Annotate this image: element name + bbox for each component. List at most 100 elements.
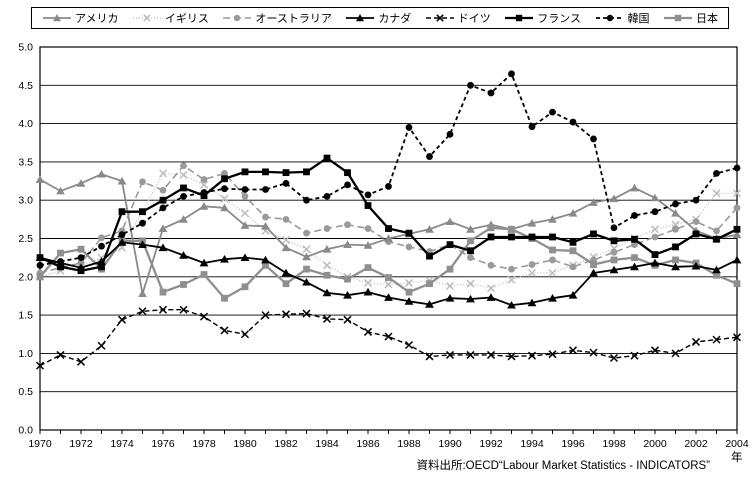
korea-marker — [549, 108, 556, 116]
y-axis-tick-label: 3.5 — [18, 156, 33, 168]
france-marker — [528, 233, 536, 241]
usa-marker — [343, 240, 352, 249]
uk-marker — [404, 278, 414, 287]
france-marker — [692, 230, 700, 238]
usa-marker — [281, 243, 291, 252]
uk-marker — [466, 279, 475, 288]
legend-item-germany: ドイツ — [425, 10, 491, 26]
usa-marker — [630, 183, 639, 192]
uk-legend-marker-icon — [132, 14, 161, 22]
x-axis-unit-label: 年 — [731, 452, 743, 464]
japan-marker — [610, 256, 618, 264]
germany-marker — [240, 330, 250, 339]
japan-marker — [405, 288, 413, 296]
germany-marker — [425, 352, 434, 361]
legend: アメリカ イギリス オーストラリア カナダ ドイツ フランス 韓国 日本 — [31, 7, 729, 29]
germany-marker — [97, 341, 106, 350]
canada-marker — [548, 294, 557, 302]
korea-marker — [590, 135, 597, 143]
korea-marker — [651, 208, 659, 216]
uk-marker — [220, 194, 229, 203]
korea-marker — [221, 185, 228, 193]
uk-marker — [179, 170, 188, 179]
germany-marker — [158, 305, 168, 314]
japan-marker — [426, 280, 433, 288]
australia-marker — [487, 261, 495, 269]
usa-marker — [240, 221, 250, 229]
canada-marker — [609, 265, 619, 274]
canada-marker — [712, 265, 721, 274]
x-axis-tick-label: 1996 — [561, 438, 585, 450]
france-marker — [610, 237, 618, 245]
korea-marker — [180, 192, 187, 200]
uk-marker — [507, 275, 516, 284]
usa-marker — [671, 209, 680, 217]
uk-marker — [486, 284, 496, 293]
usa-marker — [302, 252, 311, 261]
korea-marker — [385, 183, 392, 190]
france-marker — [323, 154, 331, 162]
uk-marker — [548, 268, 557, 278]
korea-marker — [118, 231, 126, 239]
usa-marker — [568, 209, 578, 217]
france-marker — [36, 254, 44, 262]
australia-marker — [241, 192, 249, 200]
x-axis-tick-label: 1986 — [356, 438, 380, 450]
uk-marker — [445, 281, 455, 291]
australia-marker — [508, 265, 515, 273]
germany-marker — [630, 351, 639, 360]
australia-marker — [713, 227, 720, 235]
germany-marker — [363, 327, 373, 336]
australia-marker — [221, 169, 228, 177]
france-marker — [159, 196, 167, 204]
canada-marker — [486, 293, 496, 301]
france-legend-marker-icon — [505, 14, 534, 22]
legend-item-uk: イギリス — [132, 10, 209, 26]
australia-marker — [180, 162, 187, 170]
uk-marker — [158, 169, 168, 178]
usa-marker — [56, 186, 65, 195]
germany-marker — [179, 305, 188, 314]
france-marker — [200, 192, 208, 200]
korea-marker — [77, 254, 85, 262]
canada-marker — [343, 290, 352, 299]
korea-marker — [713, 169, 720, 177]
japan-marker — [446, 265, 454, 273]
x-axis-tick-label: 2002 — [684, 438, 708, 450]
x-axis-tick-label: 1982 — [274, 438, 298, 450]
usa-marker — [363, 241, 373, 249]
korea-marker — [569, 118, 577, 126]
germany-marker — [466, 350, 475, 359]
france-marker — [364, 202, 372, 209]
x-axis-tick-label: 1972 — [69, 438, 93, 450]
legend-item-france: フランス — [504, 10, 581, 26]
x-axis-tick-label: 1976 — [151, 438, 175, 450]
usa-marker — [322, 245, 332, 253]
series-germany-line — [39, 309, 738, 367]
korea-marker — [487, 89, 495, 97]
legend-item-australia: オーストラリア — [222, 10, 332, 26]
x-axis-tick-label: 1994 — [520, 438, 544, 450]
australia-marker — [405, 243, 413, 251]
japan-marker — [385, 274, 392, 281]
australia-marker — [323, 225, 331, 232]
korea-marker — [528, 123, 536, 131]
legend-item-japan: 日本 — [663, 10, 718, 26]
australia-marker — [631, 241, 638, 249]
korea-marker — [733, 164, 741, 172]
australia-marker — [364, 225, 372, 232]
germany-marker — [691, 337, 701, 346]
x-axis-tick-label: 1990 — [438, 438, 462, 450]
korea-marker — [282, 179, 290, 187]
france-marker — [508, 233, 515, 241]
korea-marker — [672, 200, 679, 208]
germany-marker — [220, 326, 229, 335]
legend-label-korea: 韓国 — [627, 13, 650, 25]
japan-marker — [733, 280, 741, 288]
canada-marker — [589, 268, 598, 277]
japan-marker — [631, 254, 638, 262]
germany-marker — [486, 350, 496, 359]
canada-marker — [445, 294, 455, 302]
